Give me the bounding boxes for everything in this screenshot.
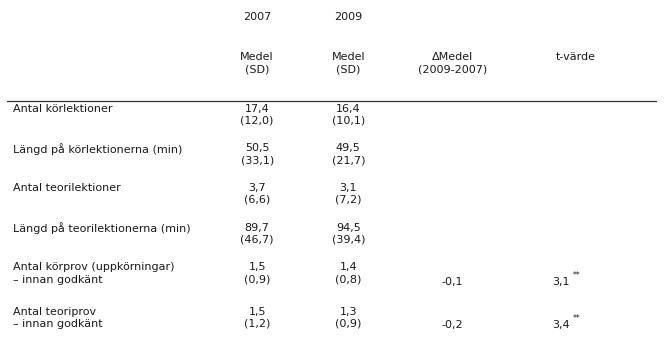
Text: 50,5
(33,1): 50,5 (33,1) bbox=[240, 143, 274, 165]
Text: 2009: 2009 bbox=[334, 12, 363, 22]
Text: Medel
(SD): Medel (SD) bbox=[331, 52, 365, 74]
Text: Antal teorilektioner: Antal teorilektioner bbox=[13, 183, 121, 193]
Text: Antal körprov (uppkörningar)
– innan godkänt: Antal körprov (uppkörningar) – innan god… bbox=[13, 262, 175, 285]
Text: Antal körlektioner: Antal körlektioner bbox=[13, 104, 113, 114]
Text: -0,2: -0,2 bbox=[442, 320, 463, 330]
Text: 3,1: 3,1 bbox=[552, 277, 570, 287]
Text: 16,4
(10,1): 16,4 (10,1) bbox=[331, 104, 365, 126]
Text: Antal teoriprov
– innan godkänt: Antal teoriprov – innan godkänt bbox=[13, 307, 103, 329]
Text: 3,1
(7,2): 3,1 (7,2) bbox=[335, 183, 361, 205]
Text: Medel
(SD): Medel (SD) bbox=[240, 52, 274, 74]
Text: 3,4: 3,4 bbox=[552, 320, 570, 330]
Text: Längd på körlektionerna (min): Längd på körlektionerna (min) bbox=[13, 143, 183, 155]
Text: 17,4
(12,0): 17,4 (12,0) bbox=[240, 104, 274, 126]
Text: 2007: 2007 bbox=[243, 12, 272, 22]
Text: 1,4
(0,8): 1,4 (0,8) bbox=[335, 262, 361, 284]
Text: 1,5
(1,2): 1,5 (1,2) bbox=[244, 307, 270, 329]
Text: 1,5
(0,9): 1,5 (0,9) bbox=[244, 262, 270, 284]
Text: Längd på teorilektionerna (min): Längd på teorilektionerna (min) bbox=[13, 223, 191, 235]
Text: **: ** bbox=[573, 315, 580, 323]
Text: ΔMedel
(2009-2007): ΔMedel (2009-2007) bbox=[418, 52, 487, 74]
Text: 3,7
(6,6): 3,7 (6,6) bbox=[244, 183, 270, 205]
Text: **: ** bbox=[573, 271, 580, 280]
Text: -0,1: -0,1 bbox=[442, 277, 463, 287]
Text: 49,5
(21,7): 49,5 (21,7) bbox=[331, 143, 365, 165]
Text: 1,3
(0,9): 1,3 (0,9) bbox=[335, 307, 361, 329]
Text: 94,5
(39,4): 94,5 (39,4) bbox=[331, 223, 365, 245]
Text: t-värde: t-värde bbox=[556, 52, 596, 62]
Text: 89,7
(46,7): 89,7 (46,7) bbox=[240, 223, 274, 245]
